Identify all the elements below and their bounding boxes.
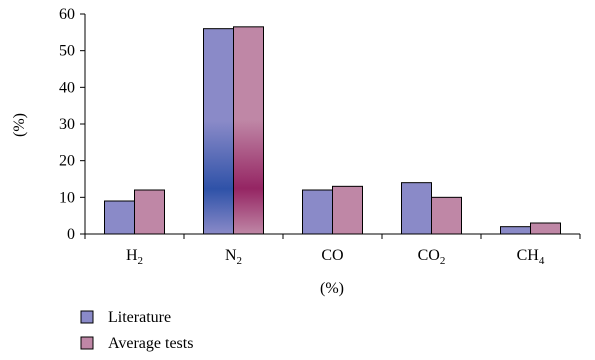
bar-h2-literature (104, 200, 135, 235)
y-tick-label: 30 (59, 116, 75, 133)
x-tick-label-base: CO (418, 247, 440, 264)
bar-co2-literature (401, 182, 432, 235)
x-tick-label-base: H (126, 247, 138, 264)
bar-co2-average-tests (431, 196, 462, 235)
y-ticks: 0 10 20 30 40 50 60 (59, 6, 85, 243)
x-tick-label: N2 (225, 247, 242, 267)
x-tick-label: CO2 (418, 247, 446, 267)
y-tick-label: 50 (59, 43, 75, 60)
y-tick-label: 10 (59, 189, 75, 206)
x-ticks (84, 234, 581, 239)
x-tick-label-base: N (225, 247, 237, 264)
y-tick-label: 60 (59, 6, 75, 23)
y-tick-label: 20 (59, 153, 75, 170)
x-axis-label: (%) (320, 280, 344, 297)
bar-ch4-literature (500, 226, 531, 235)
bars (104, 26, 561, 235)
x-tick-label: CO (321, 247, 343, 264)
x-tick-label: CH4 (517, 247, 545, 267)
legend-label-average-tests: Average tests (108, 335, 193, 352)
bar-n2-literature (203, 28, 234, 235)
x-tick-label-subscript: 2 (440, 255, 446, 267)
bar-n2-average-tests (233, 26, 264, 235)
x-tick-labels: H2 N2 CO CO2 CH4 (126, 247, 545, 267)
bar-ch4-average-tests (530, 222, 561, 235)
bar-co-average-tests (332, 185, 363, 235)
x-tick-label-subscript: 2 (237, 255, 243, 267)
x-tick-label-subscript: 2 (138, 255, 144, 267)
y-axis-label: (%) (11, 113, 28, 137)
x-tick-label: H2 (126, 247, 143, 267)
legend-swatch-literature (80, 310, 94, 324)
y-tick-label: 0 (67, 226, 75, 243)
x-tick-label-base: CO (321, 247, 343, 264)
x-tick-label-base: CH (517, 247, 540, 264)
legend-label-literature: Literature (108, 309, 171, 326)
x-tick-label-subscript: 4 (539, 255, 545, 267)
bar-h2-average-tests (134, 189, 165, 235)
legend-swatch-average-tests (80, 336, 94, 350)
y-tick-label: 40 (59, 79, 75, 96)
legend: Literature Average tests (80, 309, 193, 352)
bar-co-literature (302, 189, 333, 235)
